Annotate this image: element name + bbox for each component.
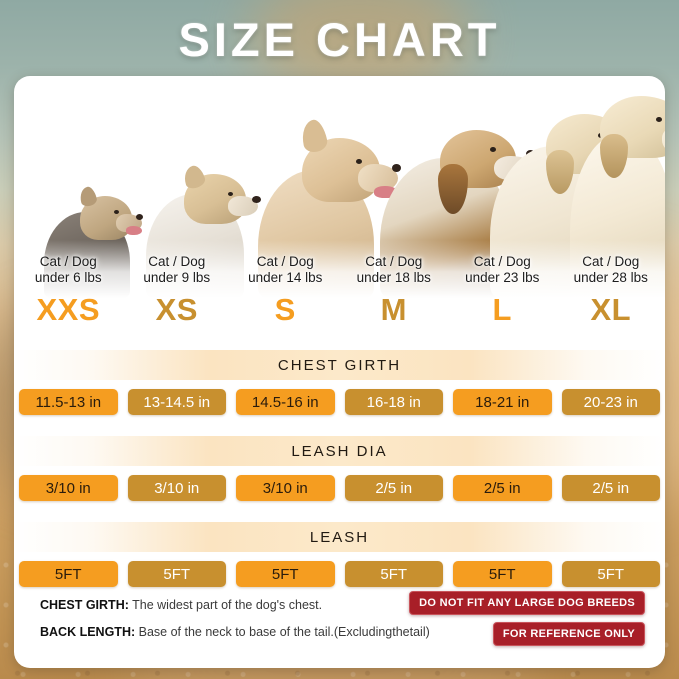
- pill-cell: 5FT: [231, 561, 340, 587]
- value-pill: 2/5 in: [344, 475, 443, 501]
- value-pill: 5FT: [236, 561, 335, 587]
- weight-label: Cat / Dog under 18 lbs: [340, 254, 449, 285]
- value-pill: 18-21 in: [453, 389, 552, 415]
- weight-line-1: Cat / Dog: [148, 254, 206, 269]
- value-pill: 3/10 in: [236, 475, 335, 501]
- size-label-l: L: [492, 292, 512, 327]
- weight-line-1: Cat / Dog: [365, 254, 423, 269]
- weight-label: Cat / Dog under 23 lbs: [448, 254, 557, 285]
- weight-line-1: Cat / Dog: [473, 254, 531, 269]
- page-title: SIZE CHART: [178, 13, 501, 66]
- section-leash: LEASH 5FT 5FT 5FT 5FT 5FT 5FT: [14, 522, 665, 587]
- pill-cell: 20-23 in: [557, 389, 666, 415]
- section-chest-girth: CHEST GIRTH 11.5-13 in 13-14.5 in 14.5-1…: [14, 350, 665, 415]
- pill-cell: 18-21 in: [448, 389, 557, 415]
- pill-cell: 16-18 in: [340, 389, 449, 415]
- weight-line-2: under 6 lbs: [34, 269, 102, 285]
- badge-no-large-breeds: DO NOT FIT ANY LARGE DOG BREEDS: [409, 591, 645, 615]
- section-header-leash-dia: LEASH DIA: [14, 436, 665, 466]
- pill-row-leash: 5FT 5FT 5FT 5FT 5FT 5FT: [14, 561, 665, 587]
- value-pill: 3/10 in: [127, 475, 226, 501]
- footnote-term: BACK LENGTH:: [40, 625, 136, 639]
- footnote-chest-girth: CHEST GIRTH: The widest part of the dog'…: [40, 592, 460, 619]
- size-column-l: Cat / Dog under 23 lbs L: [448, 254, 557, 328]
- dog-photo-band: [14, 76, 665, 298]
- size-columns: Cat / Dog under 6 lbs XXS Cat / Dog unde…: [14, 254, 665, 328]
- value-pill: 5FT: [344, 561, 443, 587]
- pill-cell: 5FT: [448, 561, 557, 587]
- footnote-text: Base of the neck to base of the tail.(Ex…: [138, 625, 430, 639]
- weight-label: Cat / Dog under 28 lbs: [557, 254, 666, 285]
- footnote-term: CHEST GIRTH:: [40, 598, 129, 612]
- badge-for-reference-only: FOR REFERENCE ONLY: [492, 622, 645, 646]
- size-column-xs: Cat / Dog under 9 lbs XS: [123, 254, 232, 328]
- value-pill: 5FT: [561, 561, 660, 587]
- pill-cell: 2/5 in: [340, 475, 449, 501]
- pill-row-leash-dia: 3/10 in 3/10 in 3/10 in 2/5 in 2/5 in 2/…: [14, 475, 665, 501]
- value-pill: 3/10 in: [19, 475, 118, 501]
- pill-cell: 2/5 in: [448, 475, 557, 501]
- size-label-xs: XS: [155, 292, 198, 327]
- pill-cell: 3/10 in: [14, 475, 123, 501]
- size-column-xxs: Cat / Dog under 6 lbs XXS: [14, 254, 123, 328]
- weight-line-2: under 9 lbs: [143, 269, 211, 285]
- value-pill: 2/5 in: [453, 475, 552, 501]
- pill-cell: 3/10 in: [231, 475, 340, 501]
- weight-line-1: Cat / Dog: [582, 254, 640, 269]
- weight-line-1: Cat / Dog: [256, 254, 314, 269]
- weight-label: Cat / Dog under 6 lbs: [14, 254, 123, 285]
- warning-badges: DO NOT FIT ANY LARGE DOG BREEDS FOR REFE…: [409, 591, 645, 646]
- size-column-xl: Cat / Dog under 28 lbs XL: [557, 254, 666, 328]
- size-label-m: M: [380, 292, 407, 327]
- value-pill: 20-23 in: [561, 389, 660, 415]
- footnote-text: The widest part of the dog's chest.: [132, 598, 323, 612]
- size-column-m: Cat / Dog under 18 lbs M: [340, 254, 449, 328]
- weight-label: Cat / Dog under 14 lbs: [231, 254, 340, 285]
- value-pill: 14.5-16 in: [236, 389, 335, 415]
- value-pill: 5FT: [453, 561, 552, 587]
- size-column-s: Cat / Dog under 14 lbs S: [231, 254, 340, 328]
- footnote-back-length: BACK LENGTH: Base of the neck to base of…: [40, 619, 460, 646]
- section-header-leash: LEASH: [14, 522, 665, 552]
- value-pill: 11.5-13 in: [19, 389, 118, 415]
- weight-label: Cat / Dog under 9 lbs: [123, 254, 232, 285]
- weight-line-1: Cat / Dog: [39, 254, 97, 269]
- weight-line-2: under 28 lbs: [573, 269, 648, 285]
- value-pill: 16-18 in: [344, 389, 443, 415]
- weight-line-2: under 14 lbs: [248, 269, 323, 285]
- size-label-xl: XL: [590, 292, 632, 327]
- pill-cell: 5FT: [14, 561, 123, 587]
- pill-row-chest-girth: 11.5-13 in 13-14.5 in 14.5-16 in 16-18 i…: [14, 389, 665, 415]
- pill-cell: 2/5 in: [557, 475, 666, 501]
- weight-line-2: under 23 lbs: [465, 269, 540, 285]
- pill-cell: 13-14.5 in: [123, 389, 232, 415]
- pill-cell: 14.5-16 in: [231, 389, 340, 415]
- value-pill: 5FT: [19, 561, 118, 587]
- section-header-chest-girth: CHEST GIRTH: [14, 350, 665, 380]
- pill-cell: 5FT: [340, 561, 449, 587]
- weight-line-2: under 18 lbs: [356, 269, 431, 285]
- pill-cell: 5FT: [123, 561, 232, 587]
- value-pill: 2/5 in: [561, 475, 660, 501]
- pill-cell: 11.5-13 in: [14, 389, 123, 415]
- pill-cell: 3/10 in: [123, 475, 232, 501]
- value-pill: 5FT: [127, 561, 226, 587]
- pill-cell: 5FT: [557, 561, 666, 587]
- size-label-xxs: XXS: [36, 292, 101, 327]
- section-leash-dia: LEASH DIA 3/10 in 3/10 in 3/10 in 2/5 in…: [14, 436, 665, 501]
- size-chart-card: Cat / Dog under 6 lbs XXS Cat / Dog unde…: [14, 76, 665, 668]
- size-label-s: S: [274, 292, 296, 327]
- value-pill: 13-14.5 in: [127, 389, 226, 415]
- footnotes: CHEST GIRTH: The widest part of the dog'…: [40, 592, 460, 646]
